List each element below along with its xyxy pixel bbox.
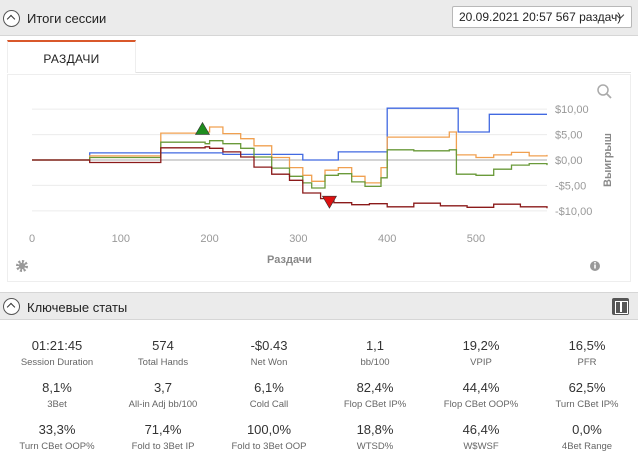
stat-value: -$0.43: [250, 338, 288, 353]
series-line: [32, 146, 548, 209]
zoom-icon[interactable]: [597, 84, 609, 96]
stat-item: 71,4% Fold to 3Bet IP: [110, 422, 216, 452]
stat-value: 82,4%: [356, 380, 394, 395]
stat-value: 8,1%: [42, 380, 72, 395]
series-line: [32, 140, 548, 189]
x-tick-label: 500: [467, 233, 485, 245]
winnings-chart: $10,00 $5,00 $0,00 -$5,00 -$10,00 0 100 200 300 4…: [7, 74, 631, 282]
y-tick-label: $0,00: [555, 155, 583, 167]
stat-value: 33,3%: [38, 422, 76, 437]
stat-label: Flop CBet IP%: [343, 399, 407, 410]
stat-label: VPIP: [470, 357, 492, 368]
stat-value: 44,4%: [462, 380, 500, 395]
stat-value: 0,0%: [572, 422, 602, 437]
stat-value: 46,4%: [462, 422, 500, 437]
session-summary-title: Итоги сессии: [27, 11, 107, 26]
tab-hands[interactable]: РАЗДАЧИ: [7, 40, 136, 73]
collapse-chevron-icon[interactable]: [3, 10, 20, 27]
stat-item: 3,7 All-in Adj bb/100: [110, 380, 216, 410]
session-select[interactable]: 20.09.2021 20:57 567 раздач): [452, 6, 632, 28]
info-icon-dot: [594, 262, 596, 264]
stat-label: Fold to 3Bet IP: [131, 441, 195, 452]
stat-item: 82,4% Flop CBet IP%: [322, 380, 428, 410]
stat-item: 18,8% WTSD%: [322, 422, 428, 452]
x-tick-label: 300: [289, 233, 307, 245]
stat-item: 574 Total Hands: [110, 338, 216, 368]
stat-item: 6,1% Cold Call: [216, 380, 322, 410]
winnings-chart-svg: $10,00 $5,00 $0,00 -$5,00 -$10,00 0 100 200 300 4…: [16, 84, 614, 272]
stat-label: bb/100: [360, 357, 390, 368]
stat-value: 71,4%: [144, 422, 182, 437]
stat-label: WTSD%: [356, 441, 394, 452]
stat-value: 16,5%: [568, 338, 606, 353]
stat-label: W$WSF: [463, 441, 499, 452]
y-tick-label: $10,00: [555, 104, 589, 116]
y-tick-label: -$5,00: [555, 180, 586, 192]
stat-value: 19,2%: [462, 338, 500, 353]
tab-bar: РАЗДАЧИ: [7, 40, 631, 73]
x-tick-label: 400: [378, 233, 396, 245]
x-tick-label: 200: [200, 233, 218, 245]
gear-icon[interactable]: [16, 260, 28, 272]
stat-label: All-in Adj bb/100: [128, 399, 198, 410]
y-axis-label: Выигрыш: [602, 133, 614, 187]
stat-value: 1,1: [365, 338, 385, 353]
info-icon-bar: [594, 264, 596, 269]
max-marker-icon: [194, 121, 211, 135]
series-line: [32, 107, 547, 161]
layout-toggle-icon[interactable]: [612, 298, 629, 315]
stat-value: 01:21:45: [31, 338, 83, 353]
stat-item: 01:21:45 Session Duration: [4, 338, 110, 368]
stat-label: Total Hands: [137, 357, 189, 368]
stat-label: PFR: [577, 357, 597, 368]
stat-label: Fold to 3Bet OOP: [231, 441, 307, 452]
stat-item: 100,0% Fold to 3Bet OOP: [216, 422, 322, 452]
stat-item: 44,4% Flop CBet OOP%: [428, 380, 534, 410]
stat-item: 16,5% PFR: [534, 338, 638, 368]
collapse-chevron-icon[interactable]: [3, 298, 20, 315]
stat-label: Flop CBet OOP%: [443, 399, 519, 410]
stat-value: 62,5%: [568, 380, 606, 395]
key-stats-grid: 01:21:45 Session Duration 574 Total Hands -$…: [0, 321, 638, 467]
session-summary-header: Итоги сессии 20.09.2021 20:57 567 раздач…: [0, 0, 638, 36]
y-tick-label: $5,00: [555, 130, 583, 142]
stat-label: Cold Call: [249, 399, 289, 410]
stat-label: Turn CBet IP%: [555, 399, 619, 410]
stat-label: 3Bet: [47, 399, 67, 410]
stat-item: 62,5% Turn CBet IP%: [534, 380, 638, 410]
stat-value: 6,1%: [254, 380, 284, 395]
x-axis-label: Раздачи: [267, 254, 312, 266]
stat-item: 19,2% VPIP: [428, 338, 534, 368]
stat-item: 46,4% W$WSF: [428, 422, 534, 452]
stat-label: Turn CBet OOP%: [19, 441, 95, 452]
stat-value: 574: [152, 338, 174, 353]
stat-item: 0,0% 4Bet Range: [534, 422, 638, 452]
min-marker-icon: [321, 195, 337, 209]
x-tick-label: 0: [29, 233, 35, 245]
y-tick-label: -$10,00: [555, 206, 592, 218]
stat-value: 100,0%: [246, 422, 292, 437]
x-tick-label: 100: [112, 233, 130, 245]
gear-icon-center: [18, 262, 26, 270]
stat-label: Session Duration: [20, 357, 94, 368]
stat-value: 3,7: [153, 380, 173, 395]
stat-item: 1,1 bb/100: [322, 338, 428, 368]
zoom-icon-handle: [606, 93, 612, 99]
key-stats-title: Ключевые статы: [27, 300, 128, 315]
stat-item: -$0.43 Net Won: [216, 338, 322, 368]
stat-item: 33,3% Turn CBet OOP%: [4, 422, 110, 452]
stat-item: 8,1% 3Bet: [4, 380, 110, 410]
stat-value: 18,8%: [356, 422, 394, 437]
key-stats-header: Ключевые статы: [0, 292, 638, 320]
stat-label: 4Bet Range: [561, 441, 613, 452]
stat-label: Net Won: [250, 357, 288, 368]
session-select-value: 20.09.2021 20:57 567 раздач): [459, 10, 622, 24]
